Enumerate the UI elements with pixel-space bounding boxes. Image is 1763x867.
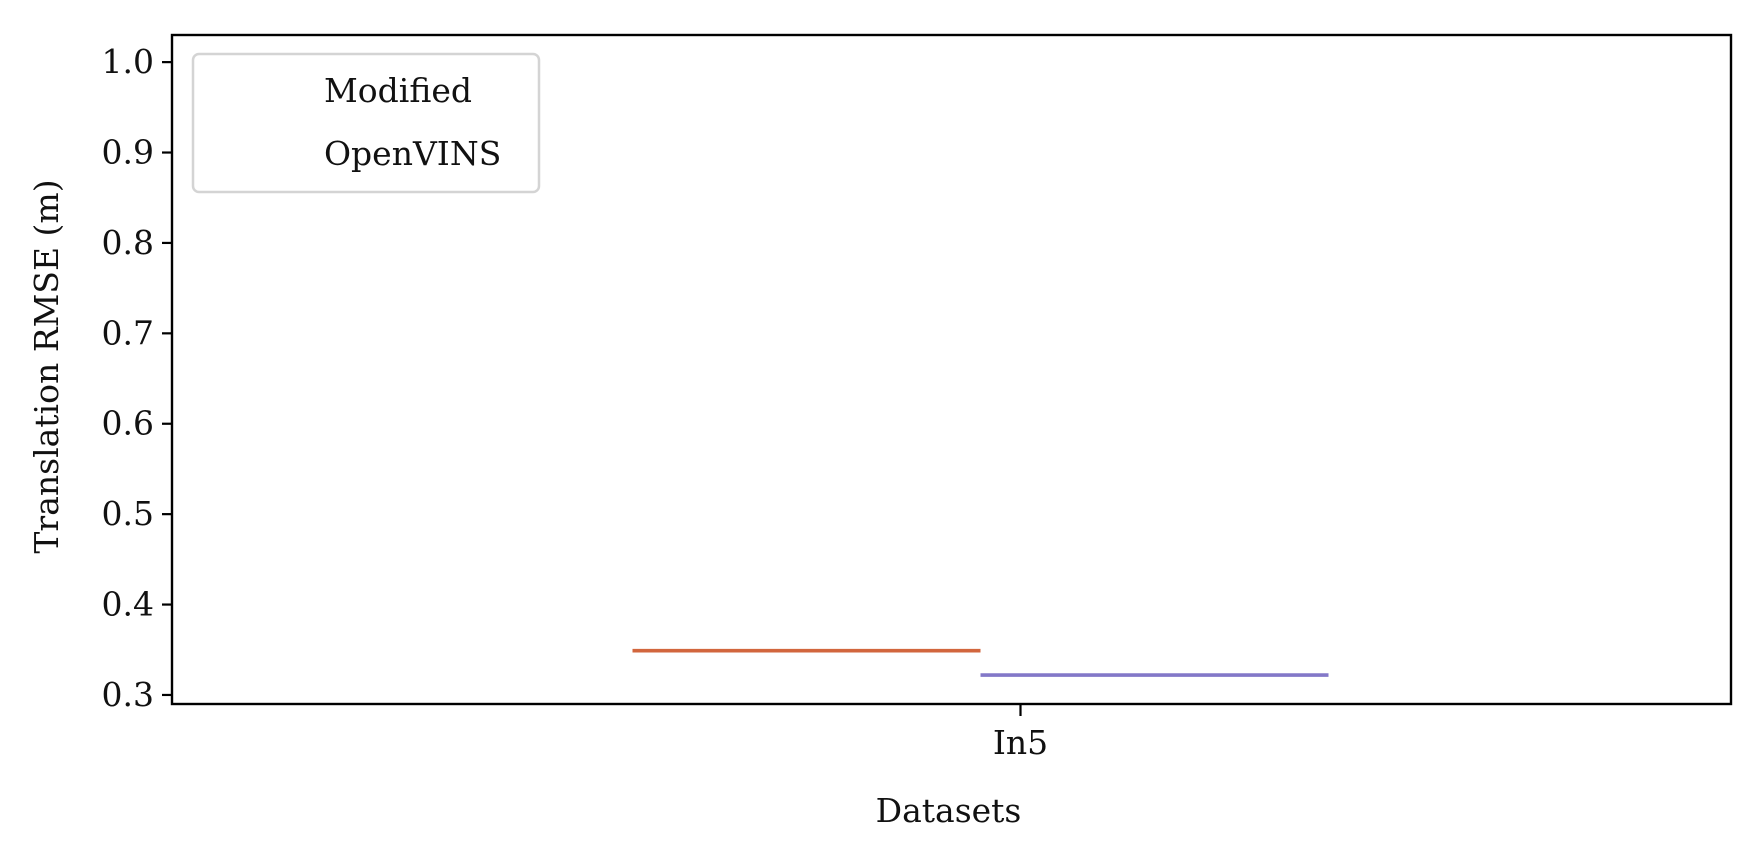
y-tick-label: 0.7 (102, 313, 154, 352)
legend-box (191, 52, 541, 194)
y-axis-label: Translation RMSE (m) (27, 179, 66, 553)
y-tick-label: 0.4 (102, 585, 154, 624)
y-tick-label: 0.3 (102, 675, 154, 714)
y-tick-label: 0.8 (102, 223, 154, 262)
plot-area (632, 648, 1329, 677)
plot-frame (170, 33, 1733, 706)
x-axis-label: Datasets (876, 791, 1022, 830)
legend-label-modified: Modified (324, 71, 472, 110)
y-tick-label: 0.6 (102, 404, 154, 443)
x-axis: In5 (993, 704, 1048, 762)
legend: Modified OpenVINS (191, 52, 541, 194)
x-tick-label: In5 (993, 723, 1048, 762)
y-tick-label: 1.0 (102, 42, 154, 81)
y-tick-label: 0.9 (102, 133, 154, 172)
legend-label-openvins: OpenVINS (324, 134, 501, 173)
y-tick-label: 0.5 (102, 494, 154, 533)
y-axis: 0.3 0.4 0.5 0.6 0.7 0.8 0.9 1.0 (102, 42, 172, 714)
